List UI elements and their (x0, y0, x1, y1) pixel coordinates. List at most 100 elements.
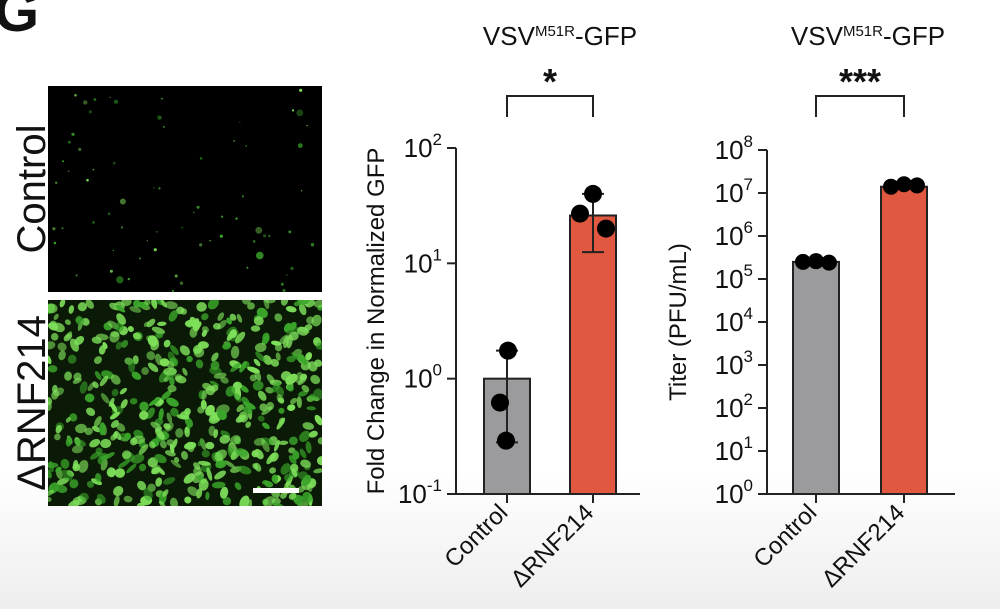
gfp-cell (205, 491, 210, 501)
gfp-cell (253, 316, 264, 326)
gfp-cell (75, 316, 85, 325)
y-tick-base: 10 (404, 248, 433, 278)
gfp-cell (92, 381, 99, 389)
gfp-cell (186, 355, 193, 363)
gfp-cell (175, 375, 187, 384)
gfp-cell (114, 468, 126, 478)
gfp-cell (138, 444, 149, 455)
gfp-cell (233, 381, 242, 390)
gfp-cell (84, 427, 93, 436)
gfp-cell (205, 441, 215, 450)
gfp-cell (301, 384, 310, 393)
y-tick-exponent: 8 (744, 132, 753, 151)
gfp-cell (167, 384, 177, 393)
chart-title: VSVM51R-GFP (791, 21, 945, 51)
gfp-cell (229, 313, 237, 321)
gfp-cell (109, 331, 120, 343)
chart-title-superscript: M51R (535, 23, 575, 40)
gfp-cell (94, 371, 102, 380)
gfp-cell (257, 415, 265, 422)
gfp-cell (89, 438, 101, 448)
gfp-cell (137, 502, 145, 506)
gfp-cell (299, 430, 311, 443)
gfp-cell (266, 374, 275, 384)
gfp-cell (48, 397, 53, 406)
gfp-cell (166, 397, 179, 407)
gfp-cell (86, 407, 96, 416)
gfp-cell (237, 465, 252, 475)
gfp-cell (79, 381, 88, 394)
gfp-cell (219, 486, 229, 499)
gfp-cell (317, 456, 322, 466)
gfp-cell (200, 477, 208, 484)
gfp-cell (187, 486, 199, 497)
data-point (497, 431, 515, 450)
gfp-cell (74, 94, 77, 97)
gfp-cell (169, 497, 179, 506)
gfp-cell (313, 388, 322, 401)
gfp-cell (55, 484, 68, 494)
gfp-cell (193, 347, 205, 358)
gfp-cell (112, 161, 116, 165)
data-point (491, 393, 509, 412)
y-tick-base: 10 (715, 264, 744, 294)
gfp-cell (252, 463, 259, 470)
gfp-cell (48, 489, 55, 496)
gfp-cell (298, 353, 308, 366)
gfp-cell (55, 181, 58, 184)
gfp-cell (86, 178, 89, 182)
gfp-cell (155, 353, 163, 366)
gfp-cell (123, 495, 133, 503)
gfp-cell (201, 313, 209, 321)
gfp-cell (121, 226, 124, 229)
gfp-cell (119, 198, 126, 205)
gfp-cell (151, 326, 166, 335)
gfp-cell (77, 302, 87, 312)
gfp-cell (192, 211, 195, 214)
gfp-cell (151, 300, 158, 309)
gfp-cell (278, 407, 285, 414)
gfp-cell (108, 469, 116, 477)
gfp-cell (219, 435, 231, 444)
gfp-cell (226, 317, 232, 325)
gfp-cell (83, 100, 88, 105)
y-tick-exponent: 4 (744, 304, 753, 323)
gfp-cell (280, 282, 284, 286)
gfp-cell (209, 380, 219, 387)
chart-title-superscript: M51R (843, 23, 883, 40)
gfp-cell (266, 452, 276, 465)
gfp-cell (242, 401, 256, 410)
gfp-cell (172, 438, 178, 449)
gfp-cell (270, 340, 282, 346)
gfp-cell (115, 304, 126, 313)
gfp-cell (153, 248, 157, 252)
gfp-cell (236, 404, 244, 413)
gfp-cell (209, 366, 222, 376)
micrograph-control (48, 86, 322, 292)
gfp-cell (147, 362, 159, 373)
gfp-cell (266, 401, 275, 411)
gfp-cell (229, 435, 241, 445)
gfp-cell (286, 274, 288, 276)
gfp-cell (93, 356, 103, 365)
gfp-cell (196, 205, 200, 209)
gfp-cell (60, 458, 70, 469)
panel-letter: G (0, 0, 40, 44)
y-tick-exponent: 1 (433, 245, 442, 264)
gfp-cell (162, 489, 169, 497)
gfp-cell (268, 234, 271, 238)
gfp-cell (48, 365, 58, 373)
gfp-cell (110, 401, 118, 413)
gfp-cell (280, 463, 291, 475)
gfp-cell (53, 241, 57, 245)
gfp-cell (113, 486, 124, 497)
y-tick-base: 10 (715, 307, 744, 337)
gfp-cell (116, 313, 126, 325)
gfp-cell (217, 312, 225, 321)
gfp-cell (176, 414, 190, 420)
y-tick-label: 101 (715, 433, 753, 466)
gfp-cell (102, 342, 108, 349)
gfp-cell (64, 319, 71, 326)
gfp-cell (153, 187, 155, 189)
